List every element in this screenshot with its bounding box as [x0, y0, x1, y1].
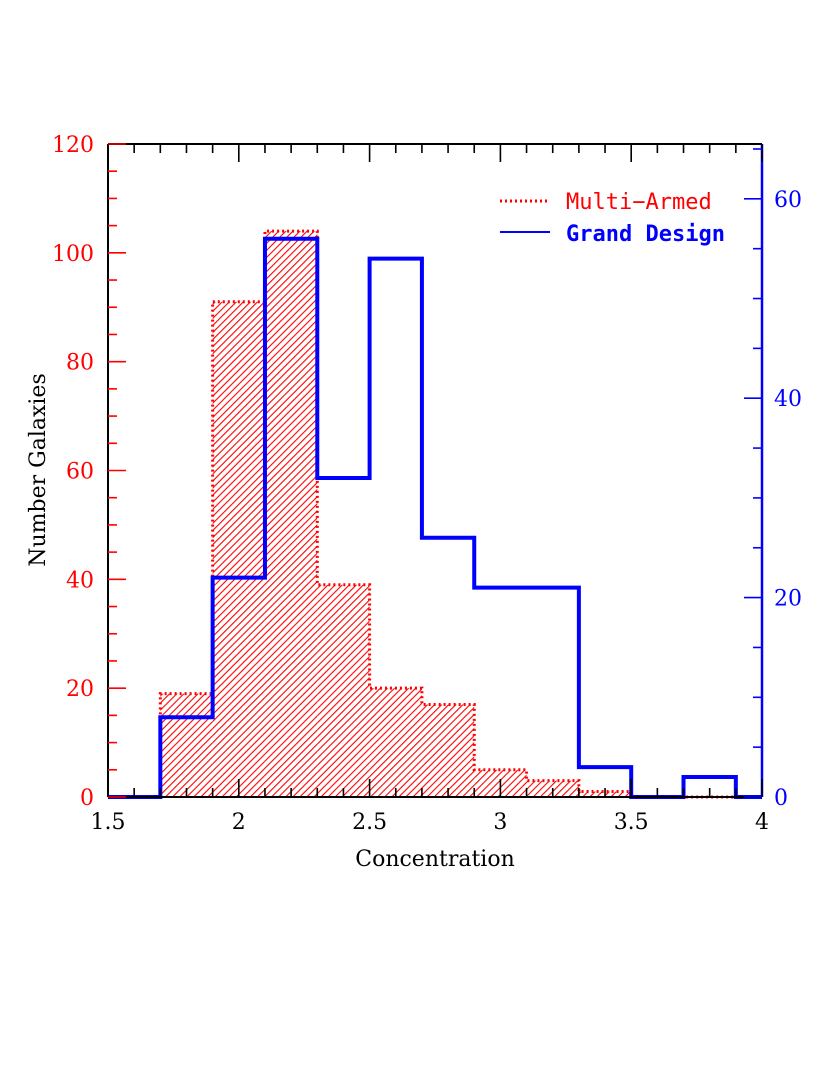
x-axis-title: Concentration	[355, 847, 515, 872]
x-tick-label: 2.5	[352, 810, 387, 835]
y-right-tick-label: 20	[774, 587, 802, 612]
y-left-tick-label: 80	[66, 351, 94, 376]
y-left-tick-label: 100	[52, 242, 94, 267]
y-left-tick-label: 20	[66, 677, 94, 702]
y-left-tick-label: 120	[52, 133, 94, 158]
x-tick-label: 2	[232, 810, 246, 835]
multi-armed-histogram	[108, 229, 762, 799]
multi-armed-bar	[317, 584, 370, 797]
multi-armed-bar	[369, 688, 422, 797]
y-right-tick-label: 60	[774, 188, 802, 213]
y-right-tick-label: 0	[774, 786, 788, 811]
y-left-tick-label: 60	[66, 460, 94, 485]
legend-grand-design-label: Grand Design	[566, 222, 725, 247]
x-tick-label: 1.5	[91, 810, 126, 835]
multi-armed-bar	[212, 301, 265, 797]
axis-ticks	[107, 143, 763, 798]
x-tick-label: 4	[755, 810, 769, 835]
legend: Multi−Armed Grand Design	[500, 190, 725, 247]
y-axis-title: Number Galaxies	[26, 373, 51, 567]
y-left-tick-label: 0	[80, 786, 94, 811]
y-left-tick-label: 40	[66, 568, 94, 593]
x-tick-label: 3.5	[614, 810, 649, 835]
y-right-tick-label: 40	[774, 387, 802, 412]
multi-armed-bar	[264, 231, 318, 798]
multi-armed-bar	[421, 704, 475, 797]
x-tick-label: 3	[493, 810, 507, 835]
legend-multi-armed-label: Multi−Armed	[566, 190, 712, 215]
multi-armed-bar	[160, 693, 213, 797]
